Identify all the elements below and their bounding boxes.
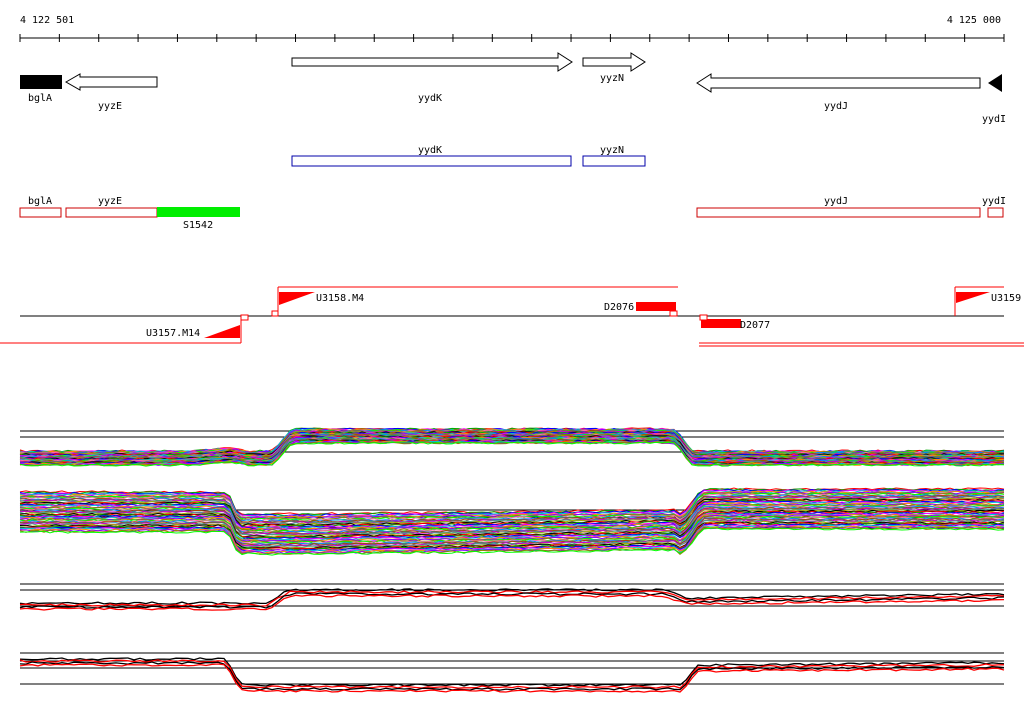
highlight-feature-box-S1542[interactable] [157,207,240,217]
gene-label-yyzE: yyzE [98,101,122,112]
minus-feature-label-bglA: bglA [28,196,52,207]
expression-profile-line [19,489,1005,518]
promoter-flag-U3158[interactable] [279,292,315,305]
expression-profile-line [19,588,1005,605]
minus-feature-box-yydJ[interactable] [696,207,981,218]
unit-marker-U3157 [240,314,249,321]
plus-feature-label-yyzN: yyzN [600,145,624,156]
terminator-block-D2077[interactable] [701,319,741,328]
expression-panel-plus-summary [19,583,1005,611]
minus-strand-feature-track: bglA yyzE S1542 yydJ yydI [19,196,1006,231]
unit-label-D2076: D2076 [604,302,634,313]
ruler-start-label: 4 122 501 [20,15,74,26]
expression-profile-line [19,659,1005,689]
expression-panel-plus-multicolor [19,427,1005,467]
expression-profile-line [19,519,1005,548]
expression-profile-line [19,498,1005,527]
ruler-end-label: 4 125 000 [947,15,1001,26]
expression-profile-line [19,663,1005,693]
gene-label-yydJ: yydJ [824,101,848,112]
expression-profile-line [19,661,1005,691]
gene-arrow-yydK[interactable] [291,52,573,72]
gene-arrow-bglA[interactable] [20,75,62,89]
expression-panel-minus-summary [19,652,1005,693]
plus-strand-feature-track: yydK yyzN [291,145,646,167]
gene-label-yydK: yydK [418,93,442,104]
plus-feature-box-yyzN[interactable] [582,155,646,167]
coordinate-ruler: 4 122 501 4 125 000 [19,15,1005,42]
promoter-flag-U3157[interactable] [204,325,240,338]
expression-profile-line [19,527,1005,556]
gene-track: bglA yyzE yydK yyzN yydJ yydI [20,52,1006,125]
unit-marker-U3158 [271,310,279,317]
gene-arrow-yydJ[interactable] [696,73,981,93]
expression-profile-line [19,441,1005,467]
unit-label-U3158: U3158.M4 [316,293,364,304]
gene-arrow-yydI[interactable] [988,74,1002,92]
expression-profile-line [19,492,1005,521]
expression-profile-line [19,526,1005,555]
gene-label-yyzN: yyzN [600,73,624,84]
unit-marker-D2076 [669,310,678,317]
expression-profile-line [19,490,1005,519]
unit-marker-D2077 [699,314,708,321]
terminator-block-D2076[interactable] [636,302,676,311]
minus-feature-label-yydJ: yydJ [824,196,848,207]
expression-profile-line [19,592,1005,609]
expression-profile-line [19,523,1005,552]
gene-arrow-yyzE[interactable] [64,73,158,91]
expression-profile-line [19,496,1005,525]
gene-label-bglA: bglA [28,93,52,104]
expression-panel-minus-multicolor [19,487,1005,556]
expression-profile-line [20,511,1005,540]
plus-feature-box-yydK[interactable] [291,155,572,167]
minus-feature-box-yyzE[interactable] [65,207,158,218]
expression-profile-line [19,590,1005,607]
transcription-unit-track: U3158.M4 U3157.M14 D2076 D2077 U3159 [0,286,1024,347]
unit-label-U3159: U3159 [991,293,1021,304]
minus-feature-label-yydI: yydI [982,196,1006,207]
promoter-flag-U3159[interactable] [956,292,990,303]
expression-profile-line [19,499,1005,528]
gene-arrow-yyzN[interactable] [582,52,646,72]
unit-label-U3157: U3157.M14 [146,328,200,339]
ruler-ticks [19,34,1005,42]
minus-feature-box-yydI[interactable] [987,207,1004,218]
expression-profile-line [19,510,1005,539]
minus-feature-box-bglA[interactable] [19,207,62,218]
unit-label-D2077: D2077 [740,320,770,331]
expression-profile-line [19,594,1005,611]
minus-feature-label-yyzE: yyzE [98,196,122,207]
highlight-feature-label-S1542: S1542 [183,220,213,231]
expression-profile-line [19,657,1005,687]
plus-feature-label-yydK: yydK [418,145,442,156]
gene-label-yydI: yydI [982,114,1006,125]
